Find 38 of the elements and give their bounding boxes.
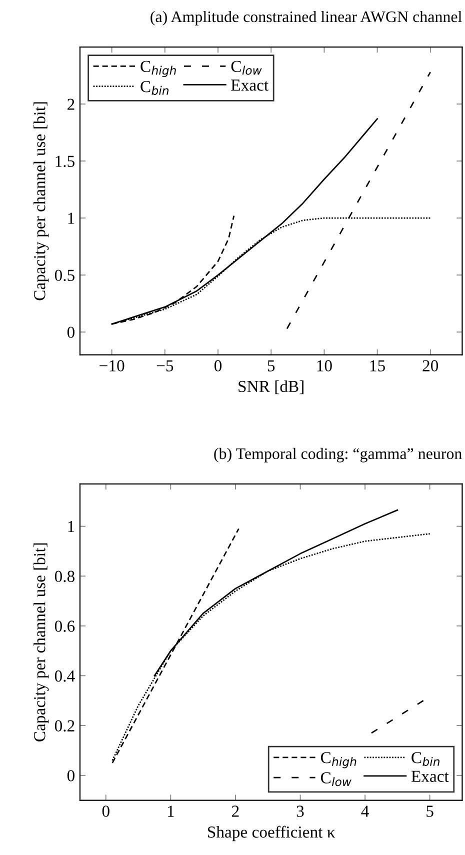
chart-title: (b) Temporal coding: “gamma” neuron <box>214 448 462 462</box>
x-tick-label: −10 <box>100 360 124 372</box>
x-tick-label: 5 <box>426 806 434 817</box>
legend-label: C$_{low}$ <box>231 60 262 75</box>
x-axis-title: SNR [dB] <box>238 380 304 394</box>
y-axis-title: Capacity per channel use [bit] <box>34 102 49 300</box>
x-tick-label: 1 <box>168 806 174 817</box>
y-tick-label: 0 <box>67 770 74 782</box>
y-tick-label: 0 <box>67 326 74 338</box>
y-tick-label: 0.5 <box>54 270 74 282</box>
chart-title: (a) Amplitude constrained linear AWGN channel <box>150 10 462 26</box>
x-tick-label: 4 <box>361 806 369 817</box>
x-tick-label: 3 <box>296 806 304 817</box>
x-tick-label: 0 <box>102 806 110 817</box>
legend-label: C$_{low}$ <box>320 772 352 786</box>
y-axis-title: Capacity per channel use [bit] <box>34 543 49 742</box>
y-tick-label: 1 <box>68 521 74 532</box>
y-tick-label: 0.4 <box>54 670 75 682</box>
y-tick-label: 0.6 <box>54 620 75 632</box>
x-tick-label: 10 <box>317 360 332 372</box>
legend-label: Exact <box>411 770 449 782</box>
legend-label: C$_{high}$ <box>320 752 356 768</box>
legend-label: C$_{high}$ <box>140 60 176 78</box>
y-tick-label: 0.8 <box>54 570 74 582</box>
x-tick-label: 5 <box>268 360 275 372</box>
x-axis-title: Shape coefficient κ <box>208 826 336 842</box>
x-tick-label: −5 <box>156 360 174 372</box>
x-tick-label: 15 <box>370 360 385 372</box>
x-tick-label: 2 <box>232 806 239 817</box>
y-tick-label: 1 <box>68 212 74 224</box>
y-tick-label: 0.2 <box>54 720 74 732</box>
legend-label: C$_{bin}$ <box>140 81 169 95</box>
y-tick-label: 1.5 <box>56 156 74 168</box>
legend-label: C$_{bin}$ <box>412 752 440 766</box>
x-tick-label: 20 <box>422 360 438 372</box>
y-tick-label: 2 <box>68 98 74 110</box>
x-tick-label: 0 <box>214 360 222 372</box>
legend-label: Exact <box>231 80 268 91</box>
